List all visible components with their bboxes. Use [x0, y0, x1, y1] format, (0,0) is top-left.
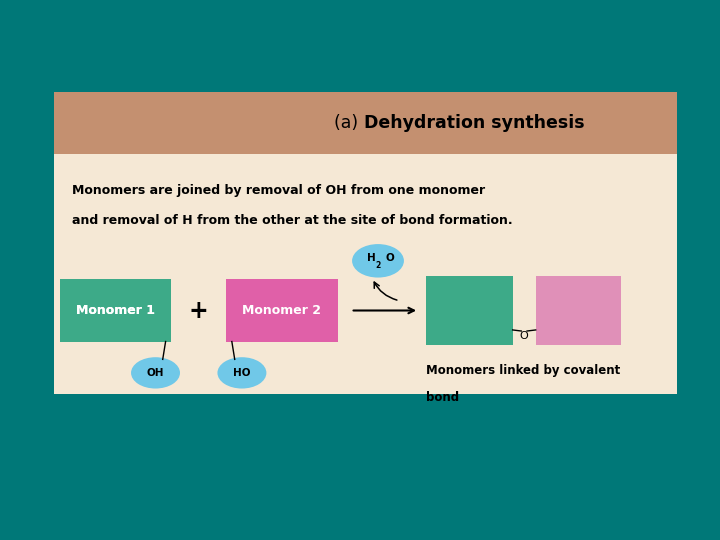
Text: Monomer 1: Monomer 1 — [76, 304, 155, 317]
Text: and removal of H from the other at the site of bond formation.: and removal of H from the other at the s… — [72, 214, 513, 227]
FancyBboxPatch shape — [60, 280, 171, 341]
Text: OH: OH — [147, 368, 164, 378]
FancyBboxPatch shape — [226, 280, 338, 341]
Text: bond: bond — [426, 391, 459, 404]
Text: +: + — [189, 299, 209, 322]
Text: H: H — [367, 253, 376, 262]
Text: Monomers are joined by removal of OH from one monomer: Monomers are joined by removal of OH fro… — [72, 184, 485, 197]
FancyBboxPatch shape — [536, 276, 621, 345]
FancyBboxPatch shape — [54, 92, 677, 394]
FancyBboxPatch shape — [426, 276, 513, 345]
Text: Monomer 1: Monomer 1 — [76, 304, 155, 317]
Text: O: O — [385, 253, 394, 262]
Ellipse shape — [131, 357, 180, 388]
Ellipse shape — [352, 244, 404, 278]
Text: Monomers linked by covalent: Monomers linked by covalent — [426, 364, 621, 377]
Text: HO: HO — [233, 368, 251, 378]
FancyBboxPatch shape — [54, 92, 677, 154]
Text: O: O — [520, 332, 528, 341]
Text: 2: 2 — [376, 261, 381, 269]
Text: Dehydration synthesis: Dehydration synthesis — [364, 114, 585, 132]
Ellipse shape — [217, 357, 266, 388]
Text: (a): (a) — [334, 114, 364, 132]
Text: Monomer 2: Monomer 2 — [243, 304, 321, 317]
